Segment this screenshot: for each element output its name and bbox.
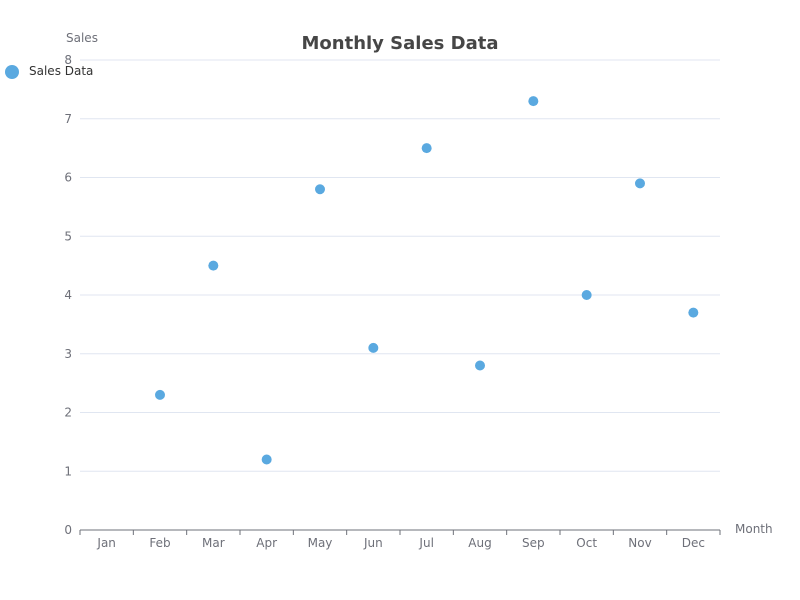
data-point[interactable] — [635, 178, 645, 189]
y-axis-title: Sales — [66, 31, 98, 45]
x-tick-label: Apr — [256, 536, 277, 550]
data-point[interactable] — [528, 96, 539, 107]
y-tick-label: 1 — [64, 464, 72, 478]
chart-title: Monthly Sales Data — [302, 33, 499, 54]
y-tick-label: 0 — [64, 523, 72, 537]
x-axis-ticks: Jan Feb Mar Apr May Jun Jul Aug Sep Oct Nov Dec — [96, 536, 705, 550]
y-tick-label: 4 — [64, 288, 72, 302]
data-point[interactable] — [315, 184, 325, 195]
x-tick-label: Sep — [522, 536, 545, 550]
x-tick-label: Dec — [682, 536, 705, 550]
legend-marker — [5, 65, 19, 79]
legend-label: Sales Data — [29, 64, 93, 78]
x-tick-label: Jan — [96, 536, 116, 550]
y-tick-label: 5 — [64, 229, 72, 243]
y-tick-label: 7 — [64, 112, 72, 126]
x-tick-label: Aug — [468, 536, 491, 550]
legend[interactable]: Sales Data — [5, 64, 93, 79]
x-axis — [79, 529, 721, 535]
x-tick-label: Feb — [149, 536, 170, 550]
data-point[interactable] — [475, 360, 485, 371]
y-tick-label: 3 — [64, 347, 72, 361]
y-tick-label: 2 — [64, 406, 72, 420]
x-tick-label: Jul — [418, 536, 433, 550]
y-tick-label: 8 — [64, 53, 72, 67]
data-point[interactable] — [368, 342, 379, 353]
x-tick-label: May — [308, 536, 333, 550]
data-point[interactable] — [581, 290, 592, 300]
grid-lines — [80, 59, 720, 472]
x-axis-title: Month — [735, 522, 773, 536]
y-axis-ticks: 0 1 2 3 4 5 6 7 8 — [64, 53, 72, 537]
data-point[interactable] — [261, 454, 272, 465]
data-point[interactable] — [208, 260, 219, 271]
x-tick-label: Oct — [576, 536, 597, 550]
x-tick-label: Nov — [628, 536, 651, 550]
data-points — [155, 96, 699, 465]
x-tick-label: Jun — [363, 536, 383, 550]
data-point[interactable] — [155, 389, 165, 400]
data-point[interactable] — [421, 143, 432, 154]
y-tick-label: 6 — [64, 171, 72, 185]
x-tick-label: Mar — [202, 536, 225, 550]
data-point[interactable] — [688, 307, 699, 318]
